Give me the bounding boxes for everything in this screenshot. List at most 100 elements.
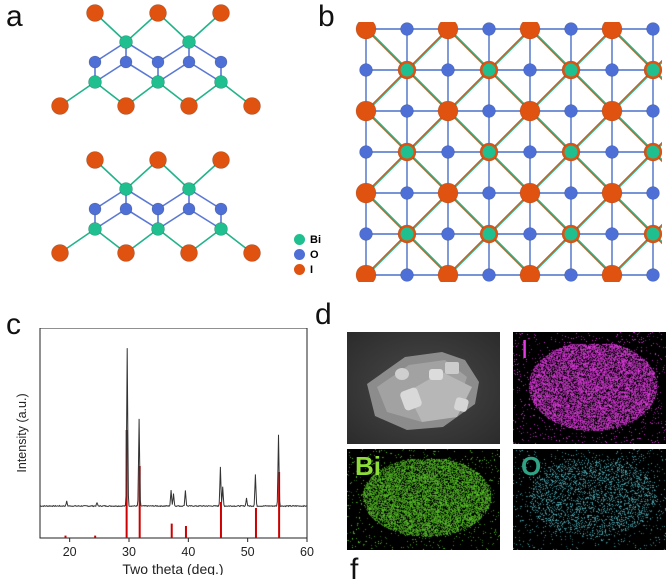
bi-atom — [88, 222, 102, 236]
legend-label-bi: Bi — [310, 233, 321, 246]
o-atom — [119, 55, 133, 69]
i-atom — [117, 244, 135, 262]
bi-atom — [119, 182, 133, 196]
diagonal-bond — [654, 225, 662, 235]
x-axis-label: Two theta (deg.) — [122, 561, 223, 575]
x-tick-label: 60 — [300, 545, 314, 559]
o-atom — [151, 202, 165, 216]
panel-a-structure — [51, 4, 261, 262]
o-atom — [564, 22, 578, 36]
o-atom — [214, 55, 228, 69]
i-atom — [437, 182, 459, 204]
bi-atom — [482, 145, 496, 159]
bi-atom — [564, 63, 578, 77]
panel-b-letter: b — [318, 0, 335, 33]
o-atom — [646, 186, 660, 200]
x-tick-label: 40 — [181, 545, 195, 559]
bi-atom — [214, 222, 228, 236]
bi-atom — [182, 182, 196, 196]
x-tick-label: 20 — [63, 545, 77, 559]
i-atom — [212, 4, 230, 22]
eds-map-o: O — [513, 449, 666, 550]
i-atom — [355, 22, 377, 40]
i-atom — [180, 244, 198, 262]
o-atom — [564, 186, 578, 200]
o-atom — [441, 227, 455, 241]
sem-particle-shapes — [347, 332, 500, 444]
eds-map-o-canvas — [513, 449, 666, 550]
bi-atom — [151, 75, 165, 89]
o-atom — [646, 22, 660, 36]
xrd-chart: 20 30 40 50 60 Intensity (a.u.) Two theta (d… — [15, 328, 314, 575]
diagonal-bond — [654, 69, 662, 79]
o-atom — [564, 104, 578, 118]
o-atom — [523, 145, 537, 159]
i-atom — [437, 22, 459, 40]
i-atom-icon — [294, 264, 305, 275]
i-atom — [180, 97, 198, 115]
i-atom — [355, 182, 377, 204]
bi-atom — [482, 227, 496, 241]
i-atom — [86, 4, 104, 22]
bi-atom — [564, 227, 578, 241]
i-atom — [601, 22, 623, 40]
bi-atom — [482, 63, 496, 77]
legend-label-i: I — [310, 263, 314, 276]
legend-item-bi: Bi — [294, 232, 334, 247]
i-atom — [601, 100, 623, 122]
bi-atom — [646, 145, 660, 159]
diagonal-bond — [654, 151, 662, 161]
o-atom — [482, 22, 496, 36]
diagonal-bond — [652, 151, 662, 163]
panel-a-letter: a — [6, 0, 23, 33]
bi-atom — [564, 145, 578, 159]
o-atom-icon — [294, 249, 305, 260]
i-atom — [243, 97, 261, 115]
bi-atom — [214, 75, 228, 89]
x-axis-ticks: 20 30 40 50 60 — [63, 538, 314, 559]
i-atom — [601, 182, 623, 204]
bi-atom — [119, 35, 133, 49]
i-atom — [601, 264, 623, 282]
i-atom — [519, 22, 541, 40]
panel-a-legend: Bi O I — [294, 232, 334, 277]
eds-map-bi: Bi — [347, 449, 500, 550]
o-atom — [441, 63, 455, 77]
eds-map-bi-canvas — [347, 449, 500, 550]
o-atom — [646, 104, 660, 118]
o-atom — [182, 55, 196, 69]
i-atom — [519, 264, 541, 282]
eds-map-bi-label: Bi — [355, 451, 381, 481]
y-axis-label: Intensity (a.u.) — [15, 393, 29, 472]
o-atom — [359, 227, 373, 241]
x-tick-label: 30 — [122, 545, 136, 559]
o-atom — [359, 145, 373, 159]
bi-atom — [400, 145, 414, 159]
diagonal-bond — [652, 233, 662, 245]
i-atom — [86, 151, 104, 169]
i-atom — [243, 244, 261, 262]
o-atom — [482, 104, 496, 118]
diagonal-bond — [652, 141, 662, 153]
o-atom — [400, 22, 414, 36]
bi-atom — [151, 222, 165, 236]
o-atom — [400, 104, 414, 118]
o-atom — [605, 145, 619, 159]
structure-layer-1 — [51, 4, 261, 115]
eds-map-i-canvas — [513, 332, 666, 444]
diagonal-bond — [654, 143, 662, 153]
i-atom — [51, 244, 69, 262]
o-atom — [400, 186, 414, 200]
o-atom — [605, 63, 619, 77]
o-atom — [182, 202, 196, 216]
i-atom — [519, 182, 541, 204]
diagonal-bond — [652, 223, 662, 235]
i-atom — [149, 151, 167, 169]
diagonal-bond — [652, 69, 662, 81]
eds-map-i-label: I — [521, 334, 529, 364]
i-atom — [51, 97, 69, 115]
i-atom — [519, 100, 541, 122]
x-tick-label: 50 — [241, 545, 255, 559]
measured-pattern-line — [39, 348, 307, 508]
o-atom — [88, 202, 102, 216]
